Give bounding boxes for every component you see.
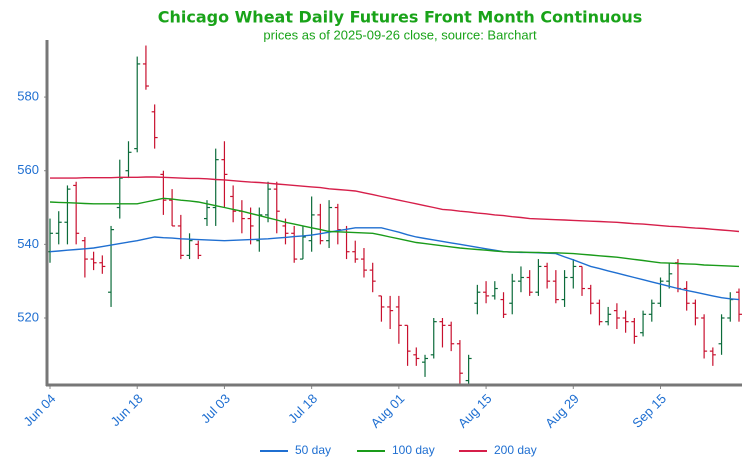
y-tick-label: 580 xyxy=(17,89,39,104)
ma-line xyxy=(49,197,740,268)
x-tick-label: Jun 04 xyxy=(20,391,58,429)
legend-label: 100 day xyxy=(392,443,435,457)
legend-label: 50 day xyxy=(295,443,331,457)
y-tick-label: 520 xyxy=(17,309,39,324)
y-tick-label: 560 xyxy=(17,162,39,177)
x-tick-label: Jul 18 xyxy=(285,391,320,426)
y-tick-label: 540 xyxy=(17,236,39,251)
x-tick-label: Aug 01 xyxy=(368,391,408,431)
chart-title: Chicago Wheat Daily Futures Front Month … xyxy=(158,8,643,27)
x-tick-label: Jun 18 xyxy=(108,391,146,429)
x-tick-label: Aug 29 xyxy=(542,391,582,431)
ma-line xyxy=(49,227,740,301)
x-tick-label: Aug 15 xyxy=(455,391,495,431)
legend-label: 200 day xyxy=(494,443,537,457)
chart-subtitle: prices as of 2025-09-26 close, source: B… xyxy=(263,27,537,42)
x-tick-label: Jul 03 xyxy=(198,391,233,426)
ma-line xyxy=(50,176,740,233)
x-tick-label: Sep 15 xyxy=(629,391,669,431)
